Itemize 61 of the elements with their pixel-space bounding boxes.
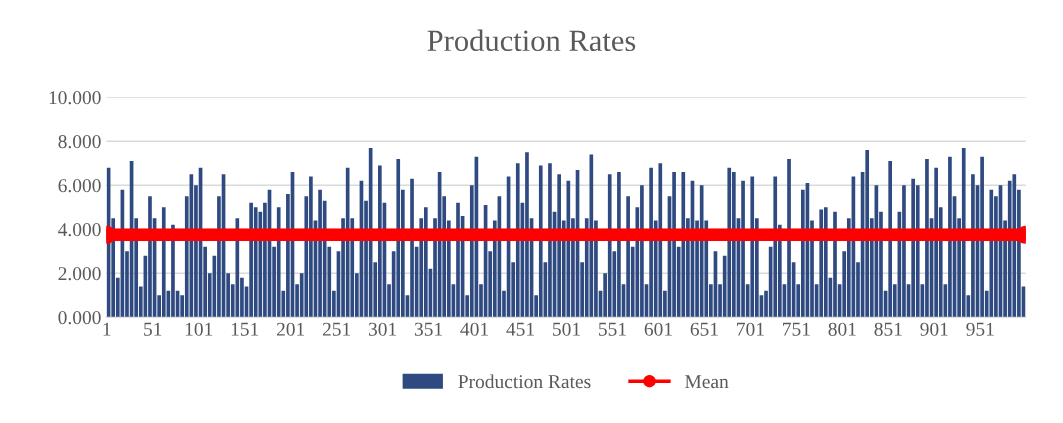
bar	[925, 158, 929, 318]
x-tick-label: 801	[828, 322, 856, 336]
bar	[823, 207, 828, 318]
y-tick-label: 4.000	[58, 223, 101, 237]
bar	[345, 167, 350, 318]
x-tick-label: 551	[599, 322, 626, 336]
y-tick-label: 8.000	[58, 135, 101, 149]
bar	[902, 185, 906, 318]
x-tick-label: 601	[644, 322, 672, 336]
bar	[1012, 174, 1017, 318]
x-tick-label: 651	[690, 322, 718, 336]
bar	[515, 163, 520, 318]
bar	[548, 163, 552, 318]
bar	[750, 176, 755, 318]
x-tick-label: 51	[144, 322, 162, 336]
bar	[948, 156, 952, 318]
x-tick-label: 101	[185, 322, 213, 336]
legend-label: Mean	[685, 375, 729, 389]
x-tick-label: 701	[737, 322, 764, 336]
bar	[741, 180, 745, 318]
bar	[888, 161, 893, 318]
legend-label: Production Rates	[458, 374, 591, 389]
bar	[833, 211, 837, 318]
bar	[787, 158, 791, 318]
x-tick-label: 501	[553, 322, 580, 336]
bar	[410, 178, 414, 318]
x-tick-label: 201	[276, 322, 305, 336]
x-tick-label: 351	[414, 322, 442, 336]
bar	[538, 165, 543, 318]
bar	[148, 196, 152, 318]
x-tick-label: 951	[966, 322, 994, 336]
x-tick-label: 301	[368, 322, 397, 336]
bar	[961, 147, 966, 318]
x-tick-label: 251	[322, 322, 351, 336]
x-tick-label: 451	[506, 322, 534, 336]
bar	[727, 167, 732, 318]
x-tick-label: 151	[231, 322, 259, 336]
bar	[525, 152, 529, 318]
y-tick-label: 0.000	[58, 311, 101, 325]
bar	[773, 176, 778, 318]
bar	[681, 172, 686, 318]
x-tick-label: 901	[920, 322, 948, 336]
bar	[423, 207, 428, 318]
x-tick-label: 851	[874, 322, 902, 336]
bar	[989, 189, 994, 318]
bar	[589, 154, 594, 318]
bar	[253, 207, 258, 318]
bar	[865, 150, 870, 318]
chart-title: Production Rates	[427, 29, 636, 52]
bar	[276, 207, 281, 318]
bar	[658, 163, 663, 318]
x-tick-label: 1	[103, 322, 111, 336]
bar	[607, 174, 612, 318]
bar	[699, 185, 704, 318]
x-tick-label: 401	[460, 322, 488, 336]
y-tick-label: 6.000	[58, 179, 101, 193]
y-tick-label: 10.000	[49, 91, 101, 105]
bar	[161, 207, 166, 318]
y-tick-label: 2.000	[58, 267, 101, 281]
x-tick-label: 751	[783, 322, 810, 336]
bar	[396, 158, 401, 318]
